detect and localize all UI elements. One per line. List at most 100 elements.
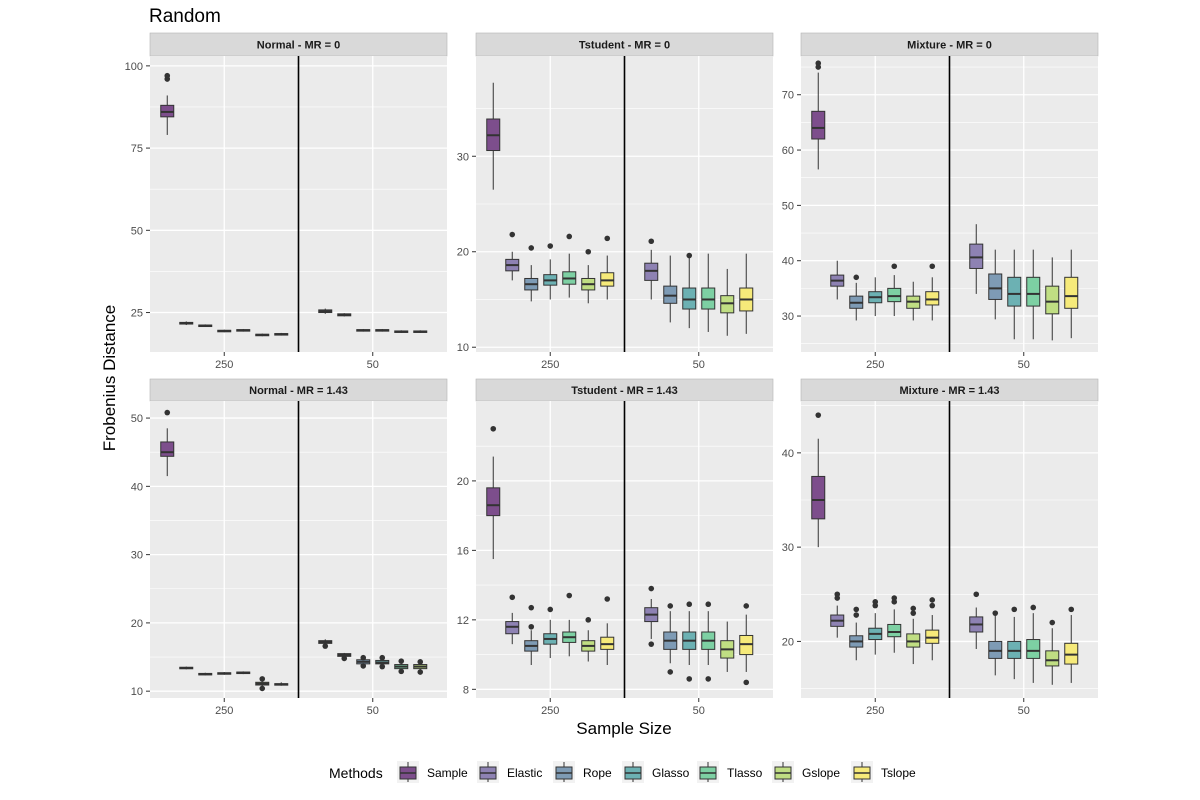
outlier-point	[834, 591, 841, 598]
outlier-point	[528, 245, 535, 251]
box-sample	[811, 60, 826, 170]
box-gslope	[720, 268, 735, 336]
outlier-point	[992, 610, 999, 616]
outlier-point	[891, 263, 898, 270]
outlier-point	[585, 617, 592, 623]
x-tick-label: 250	[866, 359, 884, 371]
y-tick-label: 70	[782, 90, 794, 102]
outlier-point	[686, 252, 693, 259]
legend-item-rope: Rope	[553, 761, 612, 783]
outlier-point	[872, 599, 879, 605]
y-tick-label: 20	[131, 618, 143, 630]
box-tslope	[274, 332, 289, 336]
outlier-point	[648, 641, 655, 647]
box-tslope	[600, 235, 615, 300]
box-iqr	[811, 475, 826, 520]
box-sample	[160, 72, 175, 135]
box-rope	[356, 654, 371, 669]
y-tick-label: 25	[131, 308, 143, 320]
box-iqr	[1045, 285, 1060, 315]
outlier-point	[743, 603, 750, 609]
box-tslope	[739, 603, 754, 686]
box-sample	[811, 412, 826, 548]
box-glasso	[543, 243, 558, 300]
box-sample	[318, 639, 333, 649]
box-tslope	[1064, 249, 1079, 339]
box-tlasso	[217, 329, 232, 333]
x-tick-label: 250	[541, 359, 559, 371]
box-tlasso	[701, 601, 716, 682]
outlier-point	[379, 663, 386, 670]
box-iqr	[1026, 639, 1041, 659]
box-tlasso	[562, 233, 577, 298]
box-glasso	[868, 277, 883, 317]
strip-label: Normal - MR = 0	[257, 40, 340, 52]
box-sample	[486, 425, 501, 560]
outlier-point	[891, 595, 898, 601]
outlier-point	[547, 606, 554, 613]
outlier-point	[929, 263, 936, 270]
box-tlasso	[236, 671, 251, 675]
box-elastic	[644, 585, 659, 647]
x-tick-label: 50	[367, 359, 379, 371]
outlier-point	[853, 612, 860, 618]
outlier-point	[929, 597, 936, 603]
outlier-point	[547, 243, 554, 249]
x-tick-label: 50	[693, 705, 705, 717]
box-tlasso	[701, 253, 716, 332]
x-tick-label: 250	[541, 705, 559, 717]
box-iqr	[969, 243, 984, 269]
legend: Methods Sample Elastic Rope Glasso Tlasso Gslo…	[329, 761, 916, 783]
box-iqr	[925, 291, 940, 306]
box-gslope	[1045, 257, 1060, 341]
outlier-point	[164, 409, 171, 416]
box-elastic	[179, 666, 194, 670]
y-tick-label: 8	[463, 684, 469, 696]
strip-label: Tstudent - MR = 0	[579, 40, 670, 52]
box-glasso	[682, 252, 697, 329]
box-tslope	[1064, 606, 1079, 683]
legend-label: Glasso	[652, 766, 690, 780]
outlier-point	[360, 663, 367, 669]
outlier-point	[1011, 606, 1018, 613]
y-tick-label: 20	[782, 636, 794, 648]
box-elastic	[969, 224, 984, 294]
box-rope	[179, 321, 194, 326]
panel-1: Tstudent - MR = 0 10 20 30 250 50	[457, 32, 774, 371]
box-gslope	[720, 621, 735, 672]
box-sample	[160, 409, 175, 477]
y-tick-label: 40	[782, 256, 794, 268]
box-tslope	[600, 596, 615, 665]
outlier-point	[1049, 619, 1056, 626]
box-rope	[663, 255, 678, 323]
outlier-point	[259, 676, 266, 682]
x-tick-label: 250	[215, 705, 233, 717]
outlier-point	[667, 669, 674, 675]
outlier-point	[566, 592, 573, 599]
box-tlasso	[1026, 604, 1041, 683]
outlier-point	[815, 412, 822, 418]
outlier-point	[341, 655, 348, 662]
box-iqr	[160, 441, 175, 457]
legend-item-tlasso: Tlasso	[697, 761, 763, 783]
box-rope	[524, 245, 539, 302]
outlier-point	[322, 643, 329, 649]
box-tslope	[413, 330, 428, 333]
x-axis-title: Sample Size	[576, 719, 671, 738]
y-tick-label: 50	[782, 200, 794, 212]
legend-label: Elastic	[507, 766, 542, 780]
outlier-point	[398, 668, 405, 675]
box-tlasso	[375, 328, 390, 332]
box-glasso	[375, 654, 390, 670]
panel-3: Normal - MR = 1.43 10 20 30 40 50 250 50	[131, 378, 448, 717]
box-elastic	[318, 308, 333, 314]
outlier-point	[417, 659, 424, 665]
box-iqr	[1045, 650, 1060, 667]
x-tick-label: 50	[693, 359, 705, 371]
legend-label: Gslope	[802, 766, 840, 780]
outlier-point	[259, 685, 266, 692]
y-tick-label: 10	[131, 686, 143, 698]
y-tick-label: 30	[131, 550, 143, 562]
